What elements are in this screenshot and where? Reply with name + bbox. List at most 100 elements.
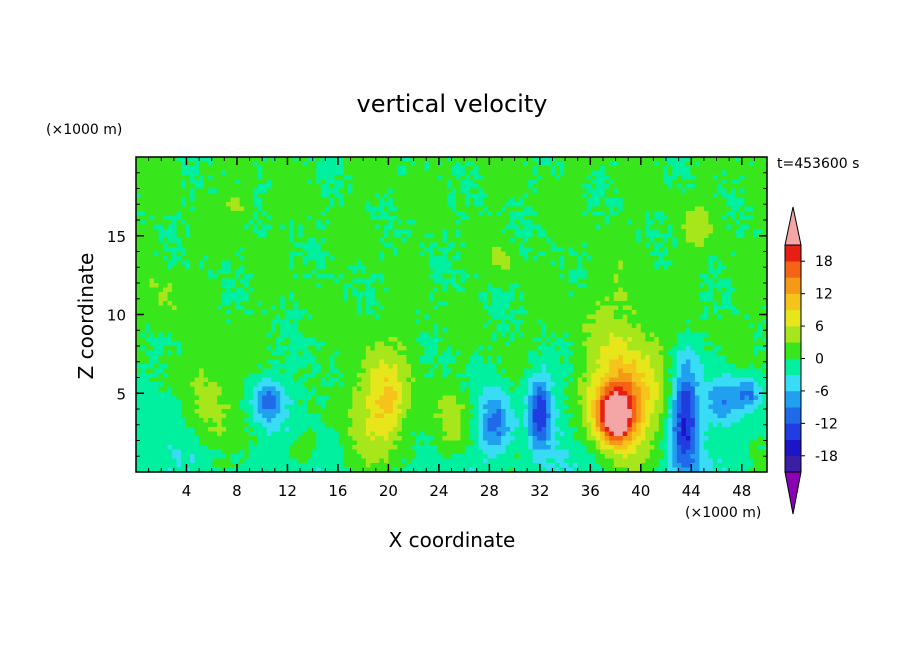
field-cell <box>582 283 588 289</box>
field-cell <box>383 305 389 311</box>
field-cell <box>690 247 696 253</box>
field-cell <box>334 188 340 194</box>
field-cell <box>501 251 507 257</box>
field-cell <box>483 274 489 280</box>
field-cell <box>501 161 507 167</box>
field-cell <box>478 184 484 190</box>
field-cell <box>140 229 146 235</box>
field-cell <box>564 274 570 280</box>
field-cell <box>284 247 290 253</box>
field-cell <box>649 161 655 167</box>
field-cell <box>744 170 750 176</box>
field-cell <box>510 175 516 181</box>
field-cell <box>307 269 313 275</box>
field-cell <box>577 184 583 190</box>
field-cell <box>226 265 232 271</box>
field-cell <box>685 233 691 239</box>
field-cell <box>248 197 254 203</box>
field-cell <box>735 157 741 163</box>
field-cell <box>627 292 633 298</box>
field-cell <box>622 256 628 262</box>
field-cell <box>591 242 597 248</box>
field-cell <box>266 175 272 181</box>
field-cell <box>302 310 308 316</box>
field-cell <box>451 242 457 248</box>
field-cell <box>609 229 615 235</box>
field-cell <box>735 310 741 316</box>
field-cell <box>446 170 453 176</box>
field-cell <box>613 220 619 226</box>
field-cell <box>532 229 538 235</box>
field-cell <box>356 251 362 257</box>
field-cell <box>325 220 331 226</box>
field-cell <box>568 256 574 262</box>
field-cell <box>654 197 660 203</box>
field-cell <box>365 161 371 167</box>
field-cell <box>176 184 182 190</box>
field-cell <box>640 215 646 221</box>
field-cell <box>465 202 471 208</box>
field-cell <box>496 170 502 176</box>
field-cell <box>446 278 453 284</box>
field-cell <box>293 188 299 194</box>
field-cell <box>622 220 628 226</box>
field-cell <box>667 251 673 257</box>
field-cell <box>257 202 263 208</box>
field-cell <box>419 314 426 320</box>
field-cell <box>221 265 227 271</box>
field-cell <box>681 310 687 316</box>
field-cell <box>352 175 358 181</box>
field-cell <box>762 193 767 199</box>
field-cell <box>541 301 547 307</box>
field-cell <box>352 292 358 298</box>
field-cell <box>595 287 601 293</box>
field-cell <box>415 296 421 302</box>
field-cell <box>505 251 511 257</box>
field-cell <box>528 274 534 280</box>
field-cell <box>546 247 552 253</box>
field-cell <box>703 274 710 280</box>
field-cell <box>163 170 169 176</box>
field-cell <box>361 220 367 226</box>
field-cell <box>654 265 660 271</box>
field-cell <box>591 220 597 226</box>
field-cell <box>496 292 502 298</box>
field-cell <box>528 301 534 307</box>
field-cell <box>316 269 322 275</box>
field-cell <box>492 224 498 230</box>
field-cell <box>446 287 453 293</box>
field-cell <box>514 224 520 230</box>
field-cell <box>528 184 534 190</box>
field-cell <box>735 161 741 167</box>
field-cell <box>406 157 412 163</box>
field-cell <box>311 283 317 289</box>
field-cell <box>667 161 673 167</box>
field-cell <box>361 260 367 266</box>
field-cell <box>762 238 767 244</box>
field-cell <box>212 211 218 217</box>
field-cell <box>221 296 227 302</box>
field-cell <box>316 175 322 181</box>
field-cell <box>703 310 710 316</box>
field-cell <box>465 278 471 284</box>
field-cell <box>347 283 353 289</box>
field-cell <box>289 157 295 163</box>
field-cell <box>262 265 268 271</box>
field-cell <box>163 251 169 257</box>
field-cell <box>199 269 205 275</box>
field-cell <box>383 161 389 167</box>
field-cell <box>595 247 601 253</box>
field-cell <box>577 287 583 293</box>
field-cell <box>469 215 475 221</box>
field-cell <box>194 265 200 271</box>
field-cell <box>199 265 205 271</box>
field-cell <box>262 157 268 163</box>
field-cell <box>437 251 444 257</box>
field-cell <box>356 161 362 167</box>
field-cell <box>397 274 403 280</box>
field-cell <box>492 229 498 235</box>
field-cell <box>744 224 750 230</box>
velocity-field <box>136 157 767 472</box>
field-cell <box>672 238 678 244</box>
field-cell <box>604 179 610 185</box>
